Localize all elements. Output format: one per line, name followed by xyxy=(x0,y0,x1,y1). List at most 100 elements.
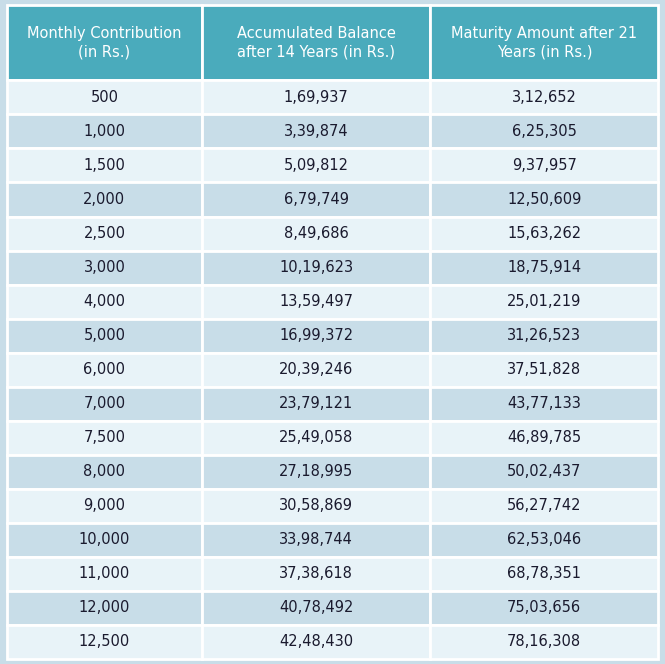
Bar xyxy=(202,285,430,319)
Text: 62,53,046: 62,53,046 xyxy=(507,532,581,547)
Text: 2,000: 2,000 xyxy=(83,192,126,207)
Text: 31,26,523: 31,26,523 xyxy=(507,328,581,343)
Bar xyxy=(430,591,658,625)
Text: 6,25,305: 6,25,305 xyxy=(512,124,577,139)
Text: 9,000: 9,000 xyxy=(83,498,126,513)
Bar xyxy=(430,149,658,183)
Bar xyxy=(430,523,658,556)
Bar xyxy=(430,114,658,149)
Text: 500: 500 xyxy=(90,90,118,105)
Bar xyxy=(430,285,658,319)
Bar xyxy=(202,319,430,353)
Text: 25,49,058: 25,49,058 xyxy=(279,430,353,445)
Bar xyxy=(430,420,658,455)
Text: 11,000: 11,000 xyxy=(78,566,130,581)
Text: 1,000: 1,000 xyxy=(83,124,126,139)
Text: 10,000: 10,000 xyxy=(78,532,130,547)
Text: 13,59,497: 13,59,497 xyxy=(279,294,353,309)
Bar xyxy=(430,250,658,285)
Text: 43,77,133: 43,77,133 xyxy=(507,396,581,411)
Bar xyxy=(202,455,430,489)
Bar xyxy=(7,420,202,455)
Bar xyxy=(202,353,430,386)
Bar xyxy=(7,250,202,285)
Text: 46,89,785: 46,89,785 xyxy=(507,430,581,445)
Bar xyxy=(7,489,202,523)
Text: 4,000: 4,000 xyxy=(83,294,126,309)
Text: 50,02,437: 50,02,437 xyxy=(507,464,581,479)
Text: 3,39,874: 3,39,874 xyxy=(284,124,348,139)
Bar xyxy=(7,455,202,489)
Bar xyxy=(202,114,430,149)
Text: 18,75,914: 18,75,914 xyxy=(507,260,581,275)
Text: 12,000: 12,000 xyxy=(78,600,130,615)
Bar xyxy=(202,489,430,523)
Bar xyxy=(430,556,658,591)
Text: 1,69,937: 1,69,937 xyxy=(284,90,348,105)
Text: 27,18,995: 27,18,995 xyxy=(279,464,353,479)
Bar xyxy=(430,455,658,489)
Text: 12,50,609: 12,50,609 xyxy=(507,192,581,207)
Text: 7,000: 7,000 xyxy=(83,396,126,411)
Bar xyxy=(7,285,202,319)
Text: 3,12,652: 3,12,652 xyxy=(512,90,577,105)
Text: 33,98,744: 33,98,744 xyxy=(279,532,353,547)
Bar xyxy=(202,183,430,216)
Bar xyxy=(7,216,202,250)
Bar xyxy=(7,353,202,386)
Text: 16,99,372: 16,99,372 xyxy=(279,328,353,343)
Text: 6,79,749: 6,79,749 xyxy=(284,192,348,207)
Text: 68,78,351: 68,78,351 xyxy=(507,566,581,581)
Bar xyxy=(202,149,430,183)
Text: 37,38,618: 37,38,618 xyxy=(279,566,353,581)
Bar xyxy=(7,5,202,80)
Bar xyxy=(430,625,658,659)
Bar xyxy=(7,319,202,353)
Bar xyxy=(430,489,658,523)
Text: 78,16,308: 78,16,308 xyxy=(507,634,581,649)
Bar xyxy=(7,114,202,149)
Bar xyxy=(202,250,430,285)
Bar xyxy=(7,183,202,216)
Bar xyxy=(7,80,202,114)
Bar xyxy=(202,5,430,80)
Text: 56,27,742: 56,27,742 xyxy=(507,498,582,513)
Bar xyxy=(7,386,202,420)
Bar xyxy=(202,625,430,659)
Bar xyxy=(202,556,430,591)
Text: Accumulated Balance
after 14 Years (in Rs.): Accumulated Balance after 14 Years (in R… xyxy=(237,27,396,59)
Bar xyxy=(430,80,658,114)
Text: 37,51,828: 37,51,828 xyxy=(507,362,581,377)
Text: 5,09,812: 5,09,812 xyxy=(284,158,348,173)
Text: 12,500: 12,500 xyxy=(78,634,130,649)
Text: 8,49,686: 8,49,686 xyxy=(284,226,348,241)
Bar xyxy=(430,353,658,386)
Bar xyxy=(202,591,430,625)
Text: 23,79,121: 23,79,121 xyxy=(279,396,353,411)
Bar xyxy=(430,216,658,250)
Text: 2,500: 2,500 xyxy=(83,226,126,241)
Text: 40,78,492: 40,78,492 xyxy=(279,600,353,615)
Text: 6,000: 6,000 xyxy=(83,362,126,377)
Bar xyxy=(7,149,202,183)
Text: 8,000: 8,000 xyxy=(83,464,126,479)
Bar xyxy=(430,386,658,420)
Bar xyxy=(7,523,202,556)
Bar xyxy=(7,556,202,591)
Bar xyxy=(202,420,430,455)
Bar xyxy=(202,216,430,250)
Bar xyxy=(430,5,658,80)
Text: 30,58,869: 30,58,869 xyxy=(279,498,353,513)
Text: 15,63,262: 15,63,262 xyxy=(507,226,581,241)
Text: 7,500: 7,500 xyxy=(83,430,126,445)
Bar xyxy=(430,319,658,353)
Text: 1,500: 1,500 xyxy=(84,158,125,173)
Text: Maturity Amount after 21
Years (in Rs.): Maturity Amount after 21 Years (in Rs.) xyxy=(452,27,637,59)
Bar xyxy=(7,625,202,659)
Bar xyxy=(202,386,430,420)
Bar xyxy=(430,183,658,216)
Text: 5,000: 5,000 xyxy=(83,328,126,343)
Text: 75,03,656: 75,03,656 xyxy=(507,600,581,615)
Text: 20,39,246: 20,39,246 xyxy=(279,362,353,377)
Text: 25,01,219: 25,01,219 xyxy=(507,294,581,309)
